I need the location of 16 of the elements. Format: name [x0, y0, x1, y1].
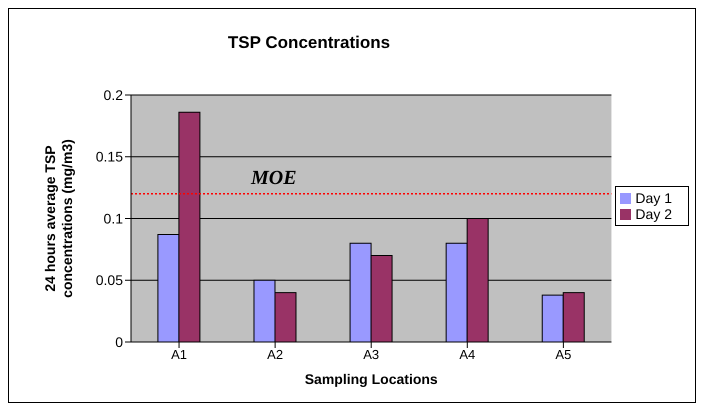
ref-line-label: MOE — [250, 166, 297, 189]
x-tick-label: A4 — [459, 347, 476, 362]
y-tick-label: 0.05 — [96, 272, 124, 288]
legend-label: Day 1 — [635, 190, 672, 206]
x-tick-label: A5 — [555, 347, 572, 362]
x-tick-label: A2 — [267, 347, 284, 362]
y-tick-label: 0 — [115, 334, 124, 350]
y-axis-title: 24 hours average TSP concentrations (mg/m3) — [42, 139, 75, 298]
y-tick-label: 0.2 — [104, 86, 124, 103]
legend-label: Day 2 — [635, 206, 672, 222]
chart-title: TSP Concentrations — [226, 33, 392, 53]
x-axis-title: Sampling Locations — [304, 371, 438, 387]
x-tick-label: A3 — [363, 347, 380, 362]
y-tick-label: 0.15 — [96, 148, 124, 165]
x-tick-label: A1 — [171, 347, 187, 362]
y-tick-label: 0.1 — [104, 210, 124, 226]
